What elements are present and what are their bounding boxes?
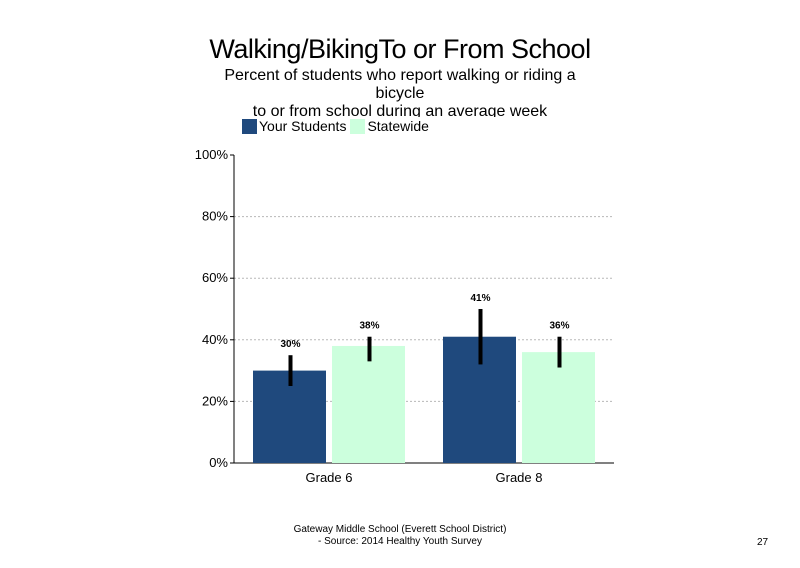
legend-label-your-students: Your Students — [259, 118, 347, 134]
page-number: 27 — [757, 537, 769, 548]
x-category-label: Grade 8 — [496, 470, 543, 485]
chart-title: Walking/BikingTo or From School — [209, 34, 591, 64]
legend-item-your-students: Your Students — [242, 118, 346, 134]
bar-chart: 0% 20% 40% 60% 80% 100% 30% 38% Grade 6 41% 36% Gra… — [195, 147, 614, 485]
y-tick-label: 60% — [202, 270, 228, 285]
y-tick-label: 40% — [202, 332, 228, 347]
bar-statewide-grade-6 — [332, 345, 405, 463]
chart-legend: Your Students Statewide — [242, 118, 437, 134]
subtitle-line-1: Percent of students who report walking o… — [224, 67, 576, 84]
x-category-label: Grade 6 — [306, 470, 353, 485]
y-tick-label: 100% — [195, 147, 229, 162]
bar-statewide-grade-8 — [522, 352, 595, 463]
legend-label-statewide: Statewide — [367, 118, 429, 134]
y-tick-label: 80% — [202, 209, 228, 224]
data-label: 36% — [549, 321, 569, 332]
footer-school: Gateway Middle School (Everett School Di… — [293, 524, 507, 535]
subtitle-line-2: bicycle — [375, 85, 425, 102]
data-label: 30% — [280, 339, 300, 350]
subtitle-line-3: to or from school during an average week — [252, 103, 548, 117]
footer-source: - Source: 2014 Healthy Youth Survey — [318, 536, 482, 547]
legend-swatch-statewide — [350, 118, 366, 134]
chart-subtitle: Percent of students who report walking o… — [200, 67, 600, 117]
y-tick-label: 20% — [202, 393, 228, 408]
footer: Gateway Middle School (Everett School Di… — [200, 524, 600, 548]
y-tick-label: 0% — [209, 455, 228, 470]
data-label: 38% — [359, 321, 379, 332]
legend-item-statewide: Statewide — [350, 118, 429, 134]
legend-swatch-your-students — [242, 118, 257, 134]
data-label: 41% — [470, 293, 490, 304]
